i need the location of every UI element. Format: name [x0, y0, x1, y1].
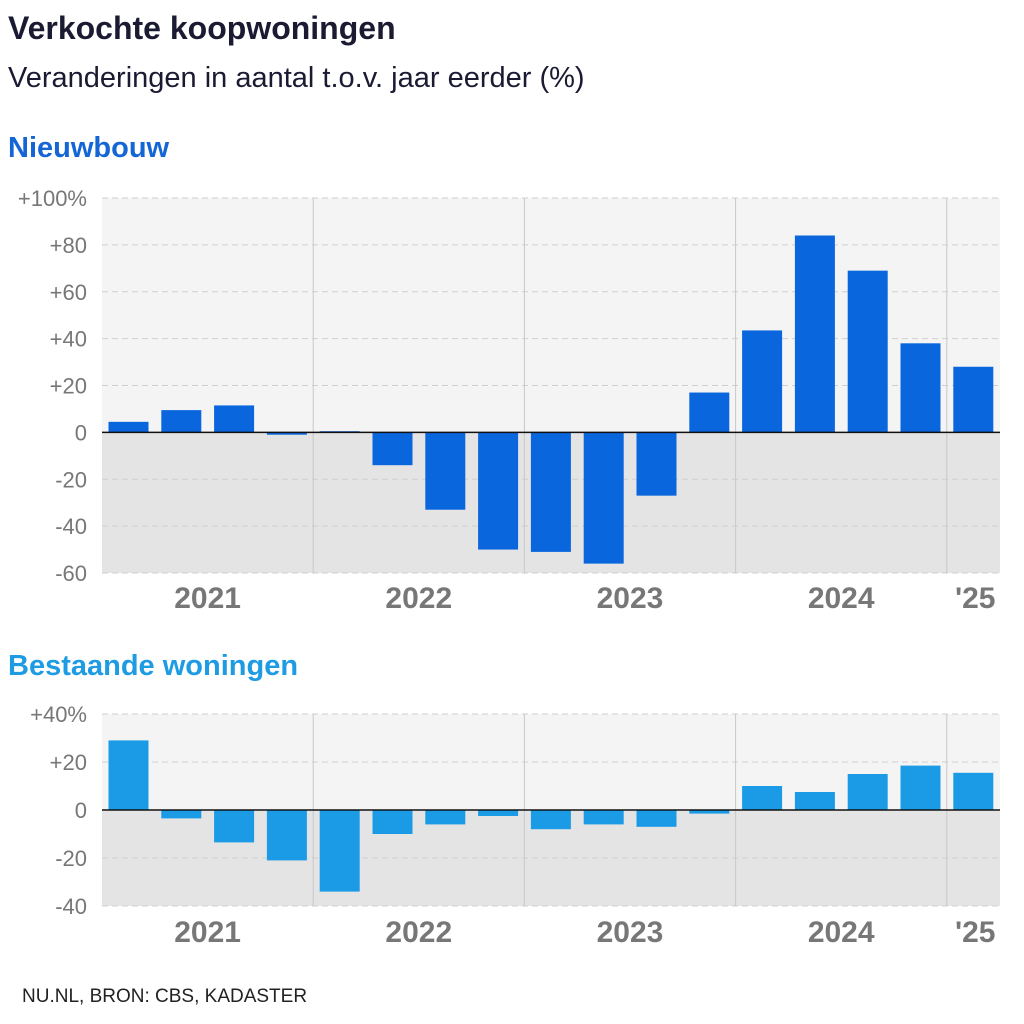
bar-2023-Q1: [530, 432, 571, 552]
chart-subtitle: Veranderingen in aantal t.o.v. jaar eerd…: [8, 62, 585, 94]
x-year-label: 2024: [808, 916, 875, 949]
source-note: NU.NL, BRON: CBS, KADASTER: [22, 986, 308, 1007]
bar-2021-Q1: [108, 740, 149, 810]
x-year-label: '25: [955, 916, 996, 949]
bar-2021-Q2: [161, 810, 202, 819]
x-year-label: 2021: [174, 916, 241, 949]
bar-2021-Q3: [214, 810, 255, 843]
bar-2022-Q4: [478, 810, 519, 816]
bar-2023-Q2: [583, 810, 624, 825]
bar-2021-Q4: [266, 432, 307, 435]
bar-2021-Q1: [108, 421, 149, 433]
y-tick-label: -20: [55, 846, 87, 871]
bar-2024-Q3: [847, 270, 888, 433]
bar-2022-Q3: [425, 810, 466, 825]
bar-2024-Q4: [900, 343, 941, 433]
bar-2023-Q4: [689, 810, 730, 814]
bar-2024-Q1: [742, 786, 783, 810]
bar-2022-Q3: [425, 432, 466, 510]
bar-2025-Q1: [953, 772, 994, 810]
x-year-label: 2021: [174, 582, 241, 615]
x-year-label: 2024: [808, 582, 875, 615]
panel-title-nieuwbouw: Nieuwbouw: [8, 132, 170, 164]
y-tick-label: +20: [50, 750, 87, 775]
bar-2024-Q3: [847, 774, 888, 810]
bar-2021-Q3: [214, 405, 255, 433]
bar-2023-Q1: [530, 810, 571, 830]
y-tick-label: +80: [50, 233, 87, 258]
x-year-label: 2023: [597, 582, 664, 615]
bar-2024-Q2: [794, 792, 835, 810]
x-year-label: 2022: [385, 916, 452, 949]
bar-2023-Q4: [689, 392, 730, 433]
chart-title: Verkochte koopwoningen: [8, 10, 396, 46]
y-tick-label: -20: [55, 467, 87, 492]
bar-2023-Q3: [636, 810, 677, 827]
y-tick-label: -60: [55, 561, 87, 586]
bar-2022-Q4: [478, 432, 519, 550]
x-year-label: '25: [955, 582, 996, 615]
bar-2024-Q1: [742, 330, 783, 433]
bar-2021-Q4: [266, 810, 307, 861]
y-tick-label: 0: [75, 798, 87, 823]
bar-2025-Q1: [953, 366, 994, 433]
y-tick-label: +100%: [18, 186, 87, 211]
y-tick-label: +40%: [30, 702, 87, 727]
bar-2024-Q4: [900, 765, 941, 810]
y-tick-label: -40: [55, 894, 87, 919]
bar-2024-Q2: [794, 235, 835, 433]
y-tick-label: 0: [75, 420, 87, 445]
y-tick-label: +20: [50, 374, 87, 399]
bar-2022-Q2: [372, 810, 413, 834]
y-tick-label: +60: [50, 280, 87, 305]
panel-title-bestaande: Bestaande woningen: [8, 650, 299, 682]
bar-2023-Q3: [636, 432, 677, 496]
y-tick-label: +40: [50, 327, 87, 352]
bar-2022-Q1: [319, 810, 360, 892]
y-tick-label: -40: [55, 514, 87, 539]
bar-2022-Q2: [372, 432, 413, 466]
x-year-label: 2022: [385, 582, 452, 615]
bar-2021-Q2: [161, 410, 202, 433]
bar-2023-Q2: [583, 432, 624, 564]
x-year-label: 2023: [597, 916, 664, 949]
